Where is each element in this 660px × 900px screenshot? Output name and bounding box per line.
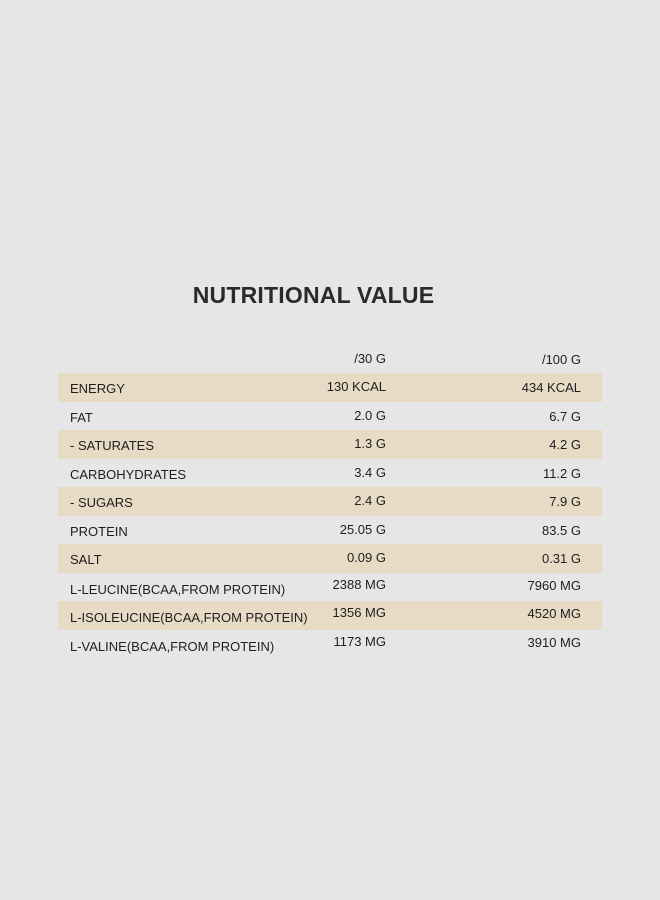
nutrient-name: CARBOHYDRATES	[70, 466, 187, 482]
table-row: PROTEIN 25.05 G 83.5 G	[58, 516, 602, 545]
nutrient-name: L-VALINE(BCAA,FROM PROTEIN)	[70, 638, 275, 654]
value-per-30g: 0.09 G	[346, 550, 386, 565]
table-row: SALT 0.09 G 0.31 G	[58, 544, 602, 573]
value-per-100g: 7.9 G	[549, 494, 581, 509]
table-row: L-LEUCINE(BCAA,FROM PROTEIN) 2388 MG 796…	[58, 573, 602, 602]
nutrient-name: PROTEIN	[70, 523, 128, 539]
column-header-per-100g: /100 G	[541, 352, 581, 367]
table-row: - SUGARS 2.4 G 7.9 G	[58, 487, 602, 516]
value-per-30g: 2.0 G	[354, 407, 386, 423]
value-per-30g: 2388 MG	[332, 576, 386, 592]
nutrient-name: ENERGY	[70, 381, 125, 396]
value-per-30g: 1356 MG	[332, 605, 386, 620]
value-per-100g: 6.7 G	[549, 408, 581, 424]
nutrient-name: L-ISOLEUCINE(BCAA,FROM PROTEIN)	[70, 610, 308, 625]
table-row: - SATURATES 1.3 G 4.2 G	[58, 430, 602, 459]
value-per-30g: 1.3 G	[354, 436, 386, 451]
nutrition-table: ENERGY 130 KCAL 434 KCAL FAT 2.0 G 6.7 G…	[58, 373, 602, 658]
column-header-row: /30 G /100 G	[58, 349, 602, 369]
table-row: ENERGY 130 KCAL 434 KCAL	[58, 373, 602, 402]
value-per-30g: 130 KCAL	[326, 379, 386, 394]
table-row: L-ISOLEUCINE(BCAA,FROM PROTEIN) 1356 MG …	[58, 601, 602, 630]
column-header-per-30g: /30 G	[354, 351, 386, 366]
nutrient-name: - SUGARS	[70, 495, 133, 510]
value-per-30g: 2.4 G	[354, 493, 386, 508]
value-per-100g: 11.2 G	[542, 465, 581, 481]
value-per-100g: 0.31 G	[541, 551, 581, 566]
value-per-100g: 434 KCAL	[521, 380, 581, 395]
page-title: NUTRITIONAL VALUE	[192, 282, 435, 308]
value-per-30g: 3.4 G	[354, 464, 386, 480]
value-per-100g: 83.5 G	[541, 522, 581, 538]
value-per-30g: 1173 MG	[333, 633, 386, 649]
nutrient-name: - SATURATES	[70, 438, 155, 453]
value-per-100g: 4.2 G	[549, 437, 581, 452]
value-per-100g: 7960 MG	[527, 577, 581, 593]
table-row: FAT 2.0 G 6.7 G	[58, 402, 602, 431]
value-per-100g: 4520 MG	[527, 606, 581, 621]
table-row: CARBOHYDRATES 3.4 G 11.2 G	[58, 459, 602, 488]
value-per-30g: 25.05 G	[339, 521, 386, 537]
nutrient-name: FAT	[70, 409, 93, 425]
nutrient-name: SALT	[70, 552, 102, 567]
nutrient-name: L-LEUCINE(BCAA,FROM PROTEIN)	[70, 581, 286, 597]
value-per-100g: 3910 MG	[527, 634, 581, 650]
table-row: L-VALINE(BCAA,FROM PROTEIN) 1173 MG 3910…	[58, 630, 602, 659]
